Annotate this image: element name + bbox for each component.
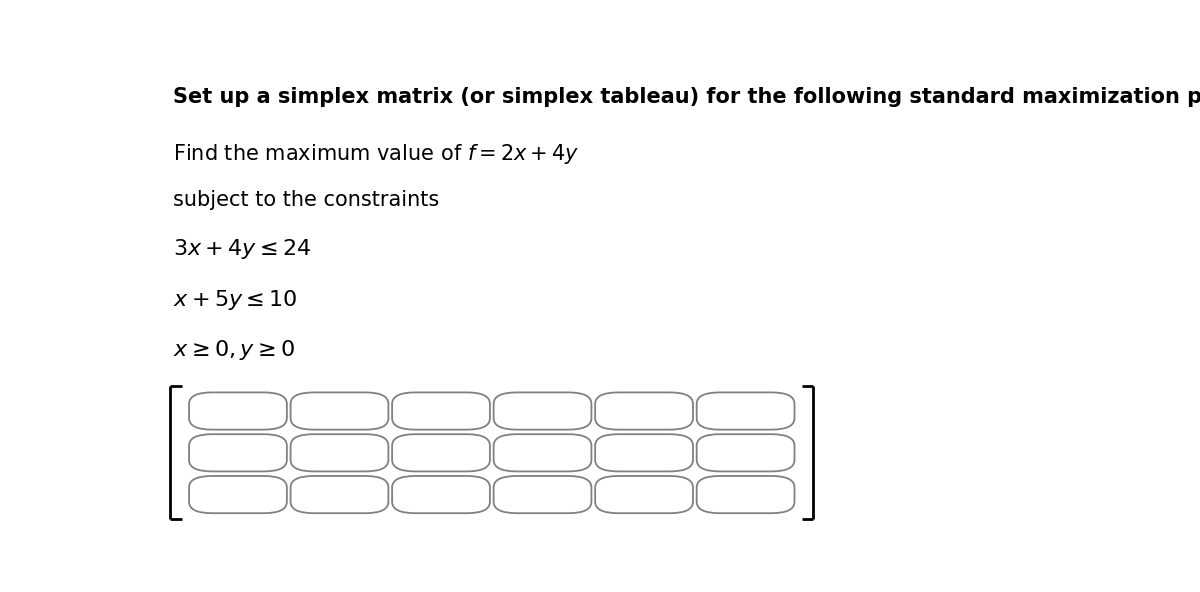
Text: Find the maximum value of $f = 2x + 4y$: Find the maximum value of $f = 2x + 4y$ (173, 141, 580, 166)
FancyBboxPatch shape (290, 434, 389, 471)
FancyBboxPatch shape (190, 434, 287, 471)
FancyBboxPatch shape (493, 476, 592, 513)
Text: $x + 5y \leq 10$: $x + 5y \leq 10$ (173, 288, 298, 311)
FancyBboxPatch shape (392, 392, 490, 430)
Text: $x \geq 0, y \geq 0$: $x \geq 0, y \geq 0$ (173, 337, 295, 362)
FancyBboxPatch shape (595, 476, 692, 513)
FancyBboxPatch shape (697, 392, 794, 430)
FancyBboxPatch shape (697, 434, 794, 471)
FancyBboxPatch shape (392, 434, 490, 471)
Text: $3x + 4y \leq 24$: $3x + 4y \leq 24$ (173, 237, 312, 262)
FancyBboxPatch shape (595, 434, 692, 471)
FancyBboxPatch shape (190, 392, 287, 430)
FancyBboxPatch shape (595, 392, 692, 430)
FancyBboxPatch shape (697, 476, 794, 513)
Text: Set up a simplex matrix (or simplex tableau) for the following standard maximiza: Set up a simplex matrix (or simplex tabl… (173, 87, 1200, 107)
Text: subject to the constraints: subject to the constraints (173, 189, 439, 210)
FancyBboxPatch shape (190, 476, 287, 513)
FancyBboxPatch shape (493, 434, 592, 471)
FancyBboxPatch shape (392, 476, 490, 513)
FancyBboxPatch shape (493, 392, 592, 430)
FancyBboxPatch shape (290, 392, 389, 430)
FancyBboxPatch shape (290, 476, 389, 513)
